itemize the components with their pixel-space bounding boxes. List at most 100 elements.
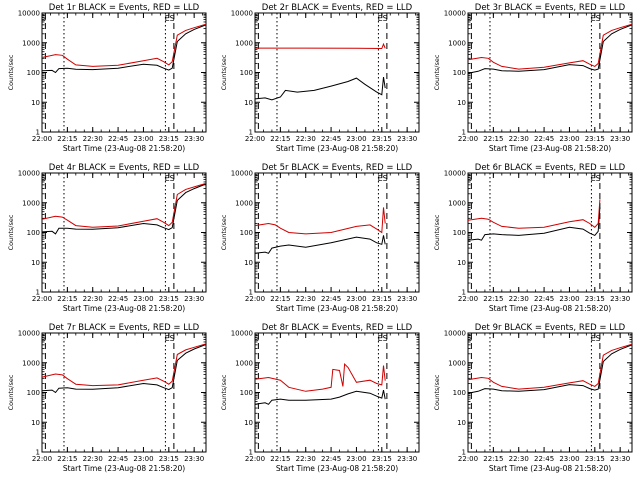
- x-tick-label: 23:00: [559, 135, 579, 143]
- panel-3: Det 3r BLACK = Events, RED = LLD 1 10 100 10…: [433, 3, 633, 153]
- x-tick-label: 22:15: [57, 295, 77, 303]
- event-marker: E: [378, 334, 383, 343]
- x-tick-label: 22:30: [83, 455, 103, 463]
- x-tick-label: 22:00: [458, 295, 478, 303]
- y-tick-label: 1: [249, 449, 253, 457]
- y-tick-label: 10: [31, 99, 40, 107]
- y-tick-label: 10000: [231, 170, 253, 178]
- y-axis-label: Counts/sec: [7, 54, 15, 90]
- series-events-line: [255, 235, 386, 254]
- x-tick-label: 22:15: [270, 455, 290, 463]
- y-tick-label: 1000: [235, 199, 253, 207]
- y-tick-label: 1000: [448, 39, 466, 47]
- x-axis-label: Start Time (23-Aug-08 21:58:20): [489, 144, 611, 153]
- panel-2: Det 2r BLACK = Events, RED = LLD 1 10 100 10…: [220, 3, 420, 153]
- x-tick-label: 22:30: [83, 135, 103, 143]
- y-tick-label: 10: [457, 99, 466, 107]
- event-marker: E: [378, 14, 383, 23]
- y-tick-label: 10000: [444, 330, 466, 338]
- x-tick-label: 23:15: [159, 455, 179, 463]
- x-tick-label: 22:45: [108, 455, 128, 463]
- y-tick-label: 100: [240, 389, 253, 397]
- y-axis-label: Counts/sec: [220, 214, 228, 250]
- panel-9: Det 9r BLACK = Events, RED = LLD 1 10 100 10…: [433, 323, 633, 473]
- x-axis-label: Start Time (23-Aug-08 21:58:20): [63, 304, 185, 313]
- x-tick-label: 22:45: [321, 295, 341, 303]
- x-tick-label: 22:45: [321, 455, 341, 463]
- x-tick-label: 22:00: [32, 135, 52, 143]
- event-marker: S: [383, 334, 388, 343]
- y-tick-label: 10000: [18, 330, 40, 338]
- series-events-line: [468, 24, 632, 74]
- series-lld-line: [255, 42, 386, 50]
- x-tick-label: 23:30: [397, 295, 417, 303]
- x-tick-label: 23:30: [397, 455, 417, 463]
- x-tick-label: 23:15: [585, 455, 605, 463]
- plot-frame: [41, 12, 207, 133]
- y-tick-label: 100: [240, 69, 253, 77]
- series-lld-line: [468, 199, 601, 229]
- y-tick-label: 100: [453, 389, 466, 397]
- y-tick-label: 10000: [231, 10, 253, 18]
- x-tick-label: 22:30: [509, 135, 529, 143]
- x-tick-label: 23:30: [610, 135, 630, 143]
- y-tick-label: 1000: [22, 359, 40, 367]
- panel-title: Det 4r BLACK = Events, RED = LLD: [49, 163, 200, 173]
- y-tick-label: 1: [36, 129, 40, 137]
- event-marker: S: [41, 334, 46, 343]
- x-tick-label: 22:00: [245, 295, 265, 303]
- x-tick-label: 22:45: [534, 455, 554, 463]
- y-axis-label: Counts/sec: [220, 54, 228, 90]
- event-marker: S: [41, 14, 46, 23]
- x-axis-label: Start Time (23-Aug-08 21:58:20): [489, 304, 611, 313]
- event-marker: S: [596, 174, 601, 183]
- plot-frame: [41, 332, 207, 453]
- series-lld-line: [255, 362, 386, 392]
- y-tick-label: 10000: [444, 170, 466, 178]
- x-tick-label: 22:45: [321, 135, 341, 143]
- x-tick-label: 23:15: [159, 135, 179, 143]
- event-marker: E: [591, 334, 596, 343]
- x-tick-label: 23:00: [559, 455, 579, 463]
- series-events-line: [468, 344, 632, 394]
- y-axis-label: Counts/sec: [433, 214, 441, 250]
- panel-title: Det 1r BLACK = Events, RED = LLD: [49, 3, 200, 13]
- y-axis-label: Counts/sec: [433, 374, 441, 410]
- panel-title: Det 6r BLACK = Events, RED = LLD: [475, 163, 626, 173]
- x-tick-label: 22:00: [32, 295, 52, 303]
- plot-frame: [467, 12, 633, 133]
- series-lld-line: [468, 343, 632, 390]
- panel-6: Det 6r BLACK = Events, RED = LLD 1 10 100 10…: [433, 163, 633, 313]
- x-tick-label: 22:00: [32, 455, 52, 463]
- y-tick-label: 100: [27, 229, 40, 237]
- y-tick-label: 10000: [231, 330, 253, 338]
- x-tick-label: 22:15: [270, 135, 290, 143]
- x-tick-label: 22:30: [509, 295, 529, 303]
- x-tick-label: 23:00: [346, 295, 366, 303]
- y-tick-label: 10: [31, 419, 40, 427]
- event-marker: S: [41, 174, 46, 183]
- x-axis-label: Start Time (23-Aug-08 21:58:20): [276, 464, 398, 473]
- y-tick-label: 10: [457, 419, 466, 427]
- panel-5: Det 5r BLACK = Events, RED = LLD 1 10 100 10…: [220, 163, 420, 313]
- x-tick-label: 22:30: [296, 455, 316, 463]
- y-tick-label: 1: [36, 289, 40, 297]
- x-tick-label: 22:15: [483, 295, 503, 303]
- x-tick-label: 22:00: [245, 455, 265, 463]
- series-events-line: [468, 207, 601, 241]
- panel-8: Det 8r BLACK = Events, RED = LLD 1 10 100 10…: [220, 323, 420, 473]
- x-tick-label: 23:00: [133, 295, 153, 303]
- event-marker: E: [165, 334, 170, 343]
- x-tick-label: 22:30: [296, 295, 316, 303]
- panel-title: Det 5r BLACK = Events, RED = LLD: [262, 163, 413, 173]
- event-marker: S: [254, 174, 259, 183]
- plot-frame: [254, 172, 420, 293]
- x-tick-label: 22:45: [108, 295, 128, 303]
- event-marker: E: [378, 174, 383, 183]
- x-axis-label: Start Time (23-Aug-08 21:58:20): [63, 464, 185, 473]
- y-tick-label: 1000: [448, 199, 466, 207]
- y-axis-label: Counts/sec: [433, 54, 441, 90]
- x-tick-label: 23:30: [397, 135, 417, 143]
- series-lld-line: [42, 343, 206, 387]
- event-marker: S: [170, 14, 175, 23]
